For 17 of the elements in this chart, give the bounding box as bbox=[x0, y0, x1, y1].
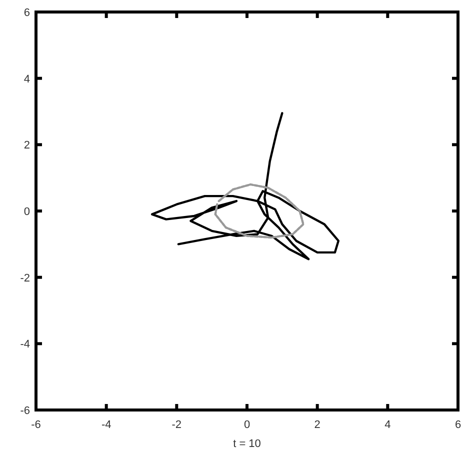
x-tick-label: -6 bbox=[31, 419, 41, 431]
x-tick-label: 2 bbox=[314, 419, 320, 431]
y-tick-label: 4 bbox=[24, 73, 30, 86]
y-tick-label: 6 bbox=[24, 7, 30, 19]
x-tick-label: -2 bbox=[172, 419, 182, 431]
x-axis-title: t = 10 bbox=[233, 438, 261, 450]
x-tick-label: -4 bbox=[101, 419, 112, 431]
line-series bbox=[214, 183, 304, 239]
y-tick-label: 0 bbox=[24, 206, 30, 218]
x-tick-label: 0 bbox=[244, 419, 250, 431]
y-tick-label: 2 bbox=[24, 140, 30, 152]
x-tick-label: 6 bbox=[454, 419, 462, 431]
y-tick-label: -6 bbox=[20, 405, 30, 417]
line-series bbox=[150, 112, 340, 260]
y-tick-label: -2 bbox=[20, 272, 30, 284]
y-tick-label: -4 bbox=[20, 338, 30, 351]
x-tick-label: 4 bbox=[384, 419, 391, 431]
